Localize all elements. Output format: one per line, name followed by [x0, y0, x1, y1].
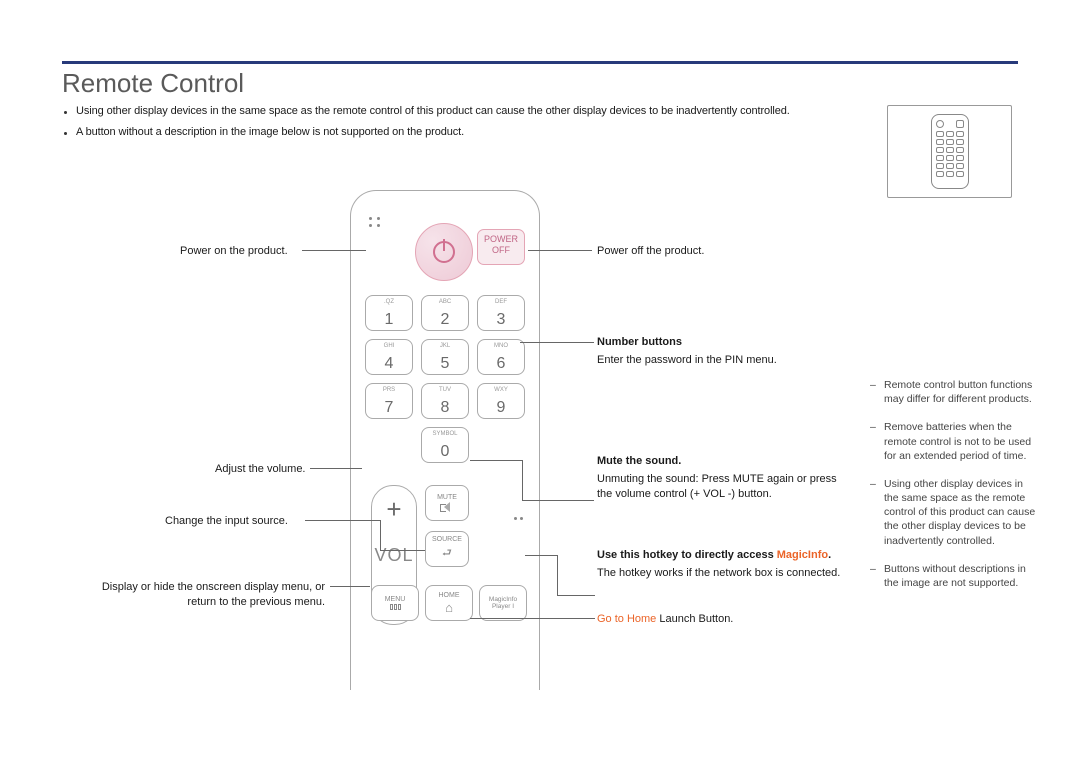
key-7: PRS7: [365, 383, 413, 419]
note-item: Using other display devices in the same …: [870, 477, 1040, 548]
remote-thumbnail-frame: [887, 105, 1012, 198]
note-item: Buttons without descriptions in the imag…: [870, 562, 1040, 590]
key-2: ABC2: [421, 295, 469, 331]
leader: [330, 586, 370, 587]
anno-power-off: Power off the product.: [597, 244, 704, 259]
leader: [522, 460, 523, 500]
leader: [557, 595, 595, 596]
leader: [305, 520, 380, 521]
remote-diagram: POWER OFF .QZ1 ABC2 DEF3 GHI4 JKL5 MNO6 …: [350, 190, 540, 690]
orientation-dots: [369, 217, 381, 227]
magicinfo-button: MagicInfo Player I: [479, 585, 527, 621]
leader: [528, 250, 592, 251]
key-0: SYMBOL0: [421, 427, 469, 463]
remote-thumbnail: [931, 114, 969, 189]
volume-plus-icon: +: [386, 496, 401, 522]
anno-num-title: Number buttons: [597, 335, 682, 350]
power-icon: [433, 241, 455, 263]
anno-magic-title: Use this hotkey to directly access Magic…: [597, 548, 857, 563]
key-3: DEF3: [477, 295, 525, 331]
key-8: TUV8: [421, 383, 469, 419]
mute-button: MUTE: [425, 485, 469, 521]
note-item: Remove batteries when the remote control…: [870, 420, 1040, 463]
bullet-item: A button without a description in the im…: [62, 126, 790, 138]
number-keypad: .QZ1 ABC2 DEF3 GHI4 JKL5 MNO6 PRS7 TUV8 …: [363, 295, 527, 463]
source-icon: ⮐: [442, 544, 452, 563]
key-4: GHI4: [365, 339, 413, 375]
leader: [470, 618, 595, 619]
anno-mute-title: Mute the sound.: [597, 454, 681, 469]
power-off-button: POWER OFF: [477, 229, 525, 265]
page-title: Remote Control: [62, 68, 244, 99]
anno-num-desc: Enter the password in the PIN menu.: [597, 353, 777, 368]
grip-dots: [514, 517, 523, 520]
anno-magic-desc: The hotkey works if the network box is c…: [597, 566, 847, 581]
leader: [302, 250, 366, 251]
key-6: MNO6: [477, 339, 525, 375]
leader: [380, 520, 381, 550]
key-1: .QZ1: [365, 295, 413, 331]
leader: [520, 342, 594, 343]
menu-icon: [390, 604, 401, 610]
side-notes: Remote control button functions may diff…: [870, 378, 1040, 604]
accent-bar: [62, 61, 1018, 64]
anno-source: Change the input source.: [165, 514, 288, 529]
key-9: WXY9: [477, 383, 525, 419]
note-item: Remote control button functions may diff…: [870, 378, 1040, 406]
anno-home: Go to Home Launch Button.: [597, 612, 733, 627]
anno-mute-desc: Unmuting the sound: Press MUTE again or …: [597, 472, 837, 503]
anno-menu: Display or hide the onscreen display men…: [75, 580, 325, 611]
leader: [525, 555, 557, 556]
mute-icon: [440, 502, 454, 512]
source-button: SOURCE ⮐: [425, 531, 469, 567]
bullet-item: Using other display devices in the same …: [62, 105, 790, 117]
leader: [522, 500, 594, 501]
warning-bullets: Using other display devices in the same …: [62, 105, 790, 147]
home-button: HOME ⌂: [425, 585, 473, 621]
power-on-button: [415, 223, 473, 281]
home-icon: ⌂: [445, 600, 453, 615]
leader: [557, 555, 558, 595]
leader: [310, 468, 362, 469]
leader: [380, 550, 425, 551]
leader: [470, 460, 522, 461]
anno-power-on: Power on the product.: [180, 244, 288, 259]
key-5: JKL5: [421, 339, 469, 375]
anno-vol-adjust: Adjust the volume.: [215, 462, 306, 477]
menu-button: MENU: [371, 585, 419, 621]
